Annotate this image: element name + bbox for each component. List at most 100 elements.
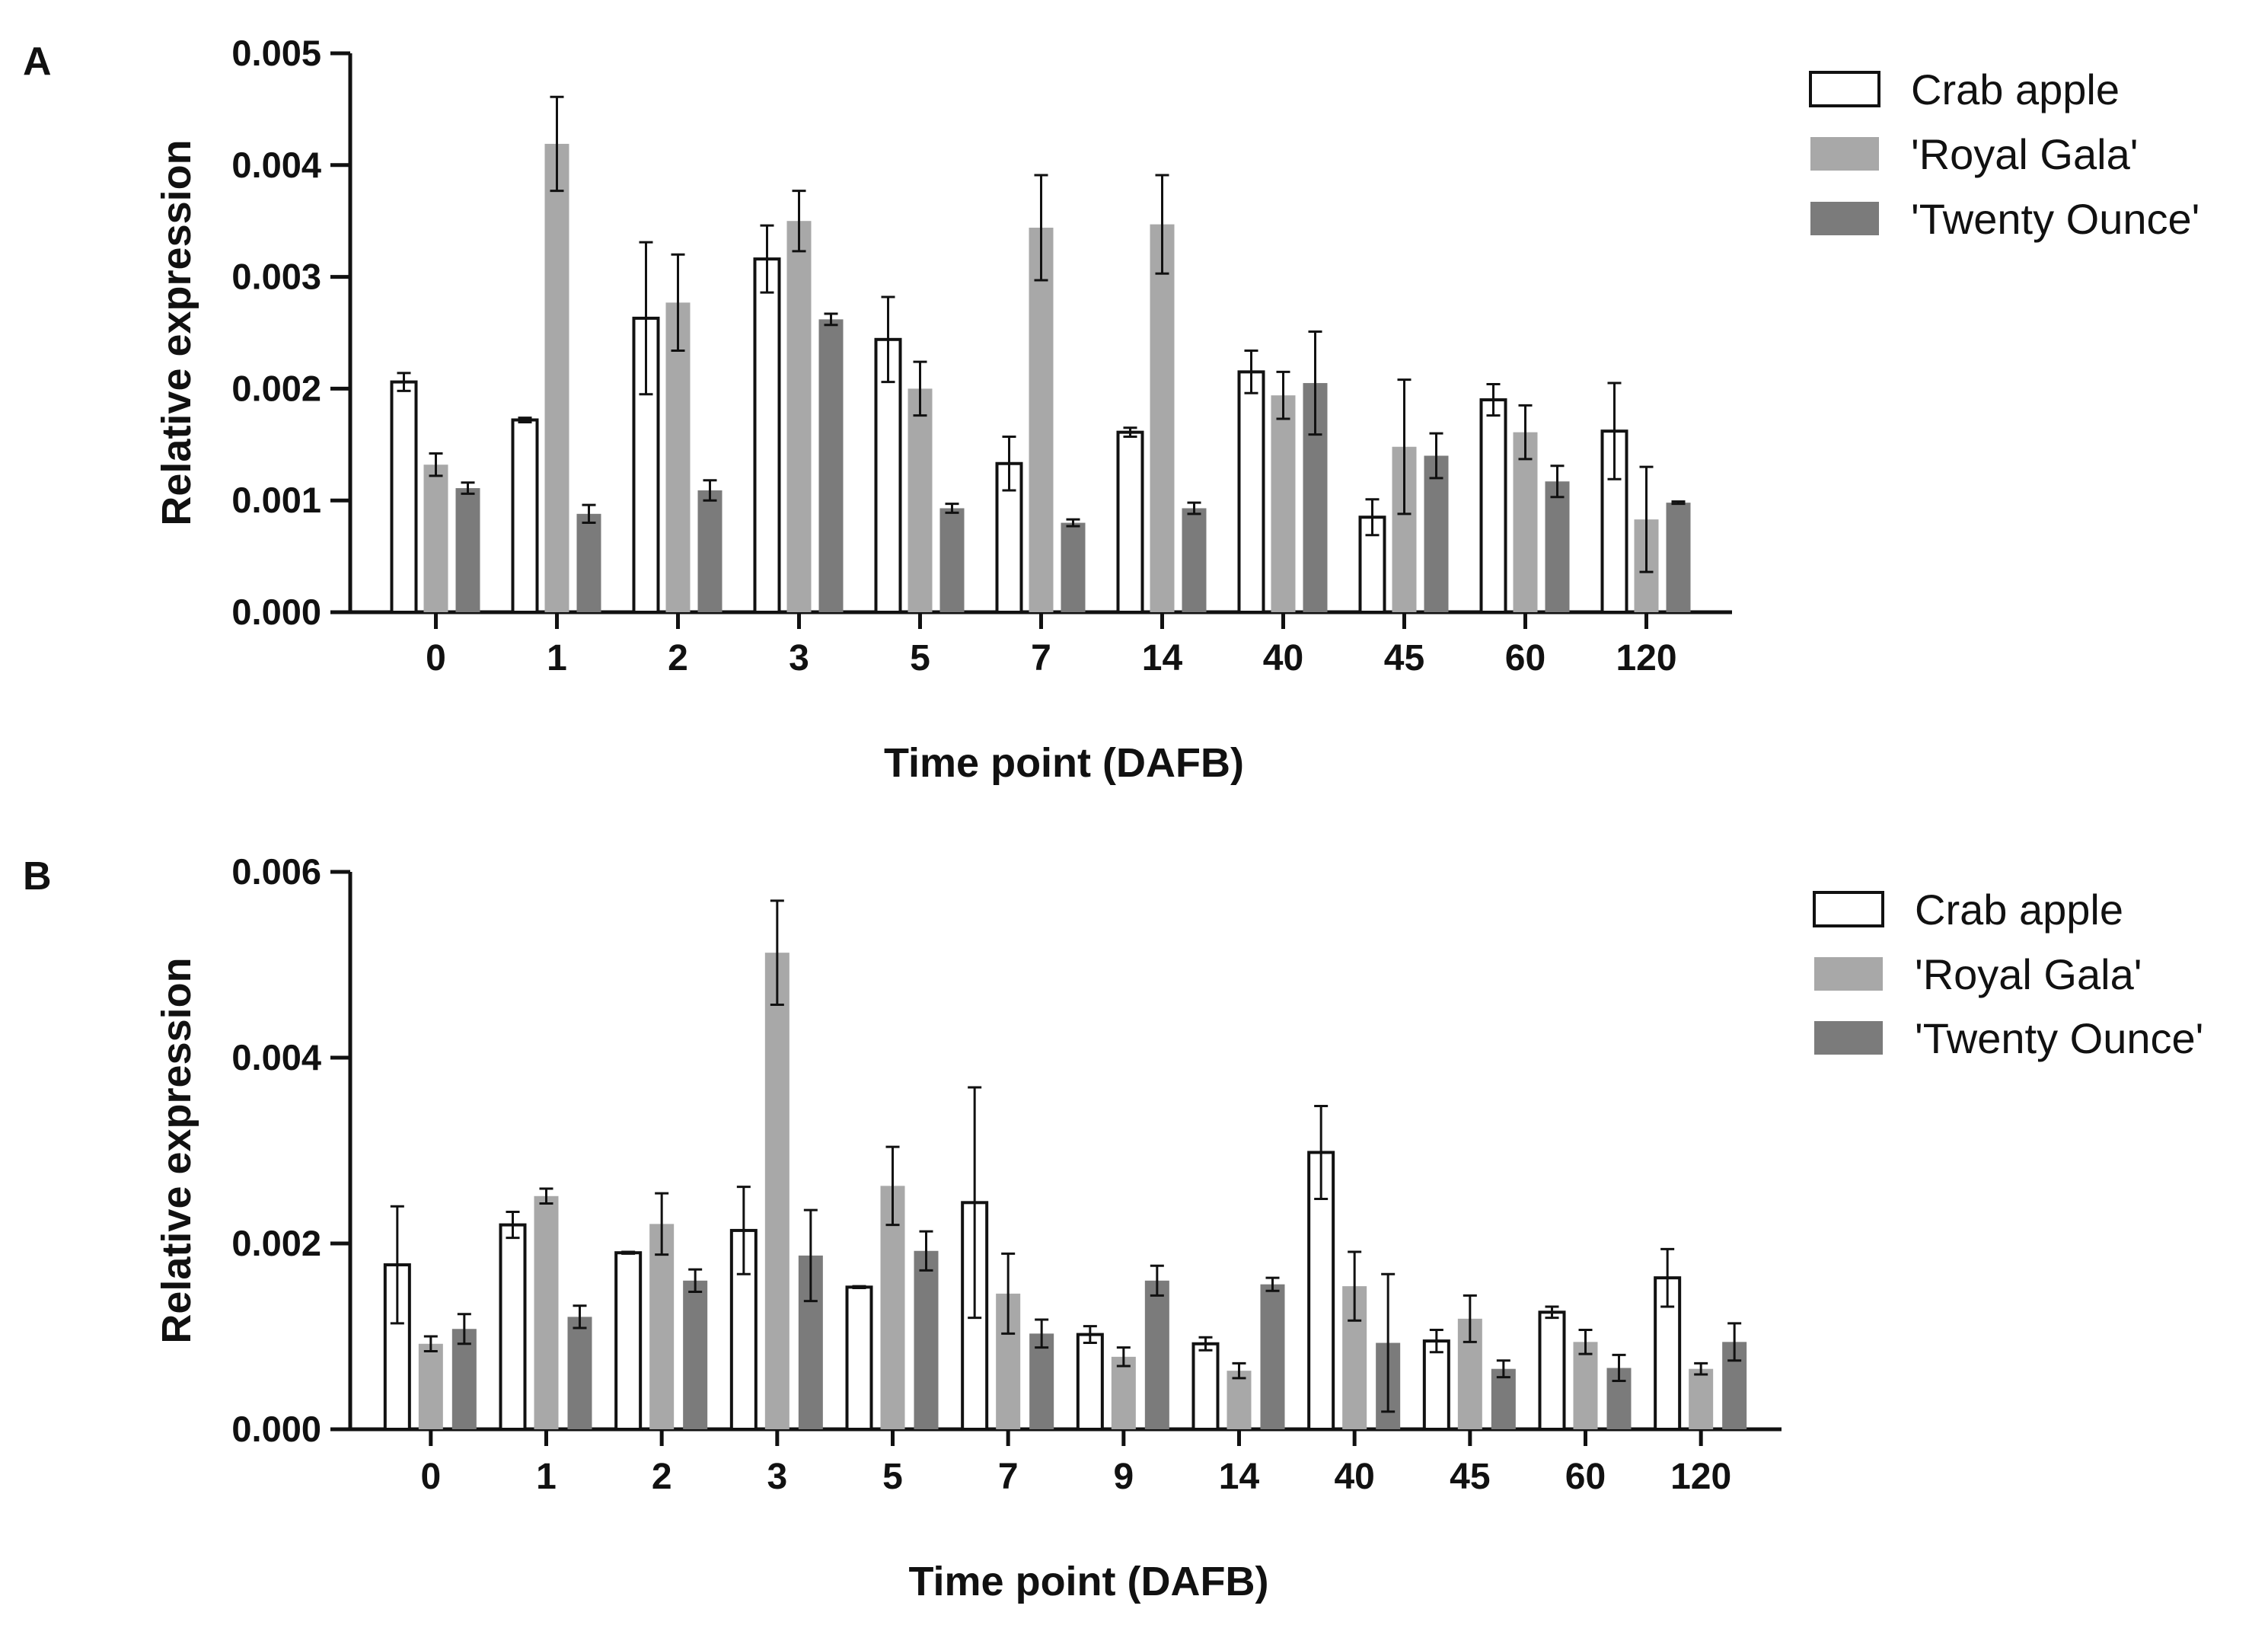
y-tick-label: 0.006 <box>231 851 321 892</box>
bar <box>818 319 844 612</box>
bar <box>880 1186 905 1429</box>
y-tick-label: 0.005 <box>231 33 321 73</box>
bar <box>1424 455 1449 612</box>
x-tick-label: 0 <box>426 638 446 678</box>
bar <box>544 143 569 612</box>
bar <box>908 388 933 612</box>
bar <box>1191 1342 1220 1432</box>
bar <box>390 380 418 614</box>
panel-label: A <box>23 40 52 84</box>
legend: Crab apple 'Royal Gala' 'Twenty Ounce' <box>1809 65 2199 243</box>
bar <box>1573 1342 1598 1429</box>
x-tick-label: 9 <box>1113 1457 1134 1497</box>
bar <box>1061 522 1086 612</box>
legend-swatch <box>1813 891 1884 927</box>
x-tick-label: 5 <box>910 638 930 678</box>
y-tick-label: 0.000 <box>231 592 321 632</box>
bar <box>1271 395 1296 612</box>
bar <box>764 953 789 1429</box>
legend-swatch <box>1814 1021 1883 1055</box>
y-tick-label: 0.001 <box>231 480 321 520</box>
bar <box>534 1195 559 1429</box>
legend-label: 'Royal Gala' <box>1911 130 2138 178</box>
x-tick-label: 40 <box>1334 1457 1374 1497</box>
legend: Crab apple 'Royal Gala' 'Twenty Ounce' <box>1813 886 2203 1062</box>
bar <box>499 1223 527 1431</box>
bar <box>1422 1339 1450 1431</box>
x-tick-label: 3 <box>789 638 809 678</box>
y-tick-label: 0.004 <box>231 145 321 185</box>
legend-swatch <box>1814 957 1883 991</box>
bar <box>786 221 812 612</box>
bar <box>576 513 601 612</box>
x-tick-label: 5 <box>882 1457 903 1497</box>
bar <box>1144 1280 1169 1429</box>
legend-swatch <box>1809 71 1880 107</box>
y-tick-label: 0.002 <box>231 368 321 408</box>
x-tick-label: 45 <box>1450 1457 1490 1497</box>
bar <box>753 257 781 614</box>
y-tick-label: 0.000 <box>231 1409 321 1449</box>
legend-label: 'Royal Gala' <box>1915 950 2142 998</box>
bar <box>665 302 691 612</box>
panel-b: B 0.000 0.002 0.004 0.006 Relative expression… <box>23 851 2203 1604</box>
legend-swatch <box>1810 202 1879 235</box>
bar <box>1029 1333 1054 1429</box>
bar <box>1116 430 1144 614</box>
bar <box>697 490 723 612</box>
bar <box>845 1285 873 1431</box>
x-tick-label: 7 <box>998 1457 1019 1497</box>
panel-label: B <box>23 854 52 899</box>
x-tick-label: 1 <box>536 1457 557 1497</box>
x-tick-label: 40 <box>1263 638 1303 678</box>
x-tick-label: 0 <box>420 1457 441 1497</box>
x-tick-label: 45 <box>1384 638 1424 678</box>
x-tick-label: 60 <box>1505 638 1545 678</box>
legend-label: Crab apple <box>1911 65 2120 113</box>
x-tick-label: 3 <box>767 1457 787 1497</box>
bar <box>423 464 448 612</box>
bar <box>1666 503 1691 612</box>
x-tick-label: 1 <box>547 638 567 678</box>
bar <box>1513 432 1538 612</box>
x-tick-label: 60 <box>1565 1457 1606 1497</box>
bar <box>1111 1356 1136 1429</box>
bar <box>567 1317 592 1429</box>
panel-a: A 0.000 0.001 0.002 0.003 0.004 0.005 Relative … <box>23 33 2199 786</box>
x-tick-label: 2 <box>652 1457 672 1497</box>
x-tick-label: 2 <box>668 638 688 678</box>
y-tick-label: 0.003 <box>231 257 321 297</box>
legend-label: 'Twenty Ounce' <box>1915 1014 2203 1062</box>
bar <box>649 1224 675 1429</box>
x-tick-label: 14 <box>1142 638 1183 678</box>
bar <box>1260 1284 1285 1429</box>
bar <box>1479 398 1507 614</box>
legend-swatch <box>1810 137 1879 171</box>
bar <box>455 488 480 612</box>
x-tick-label: 7 <box>1031 638 1051 678</box>
bar <box>418 1343 443 1429</box>
y-axis-title: Relative expression <box>154 139 199 525</box>
bar <box>939 508 965 612</box>
bar <box>1689 1368 1714 1429</box>
legend-label: 'Twenty Ounce' <box>1911 195 2199 243</box>
bar <box>683 1280 708 1429</box>
bar <box>614 1251 643 1431</box>
x-tick-label: 14 <box>1219 1457 1260 1497</box>
bar <box>1538 1310 1566 1432</box>
bar <box>1076 1333 1104 1432</box>
bar <box>511 418 539 614</box>
x-tick-label: 120 <box>1616 638 1676 678</box>
bar <box>1227 1371 1252 1429</box>
bar <box>1029 228 1054 612</box>
bar <box>1237 370 1265 614</box>
bar <box>1150 224 1175 612</box>
x-axis-title: Time point (DAFB) <box>884 740 1244 786</box>
bar <box>451 1329 477 1429</box>
x-axis-title: Time point (DAFB) <box>909 1559 1269 1604</box>
x-tick-label: 120 <box>1670 1457 1731 1497</box>
bar <box>1491 1368 1516 1429</box>
y-tick-label: 0.004 <box>231 1037 321 1077</box>
y-tick-label: 0.002 <box>231 1223 321 1263</box>
